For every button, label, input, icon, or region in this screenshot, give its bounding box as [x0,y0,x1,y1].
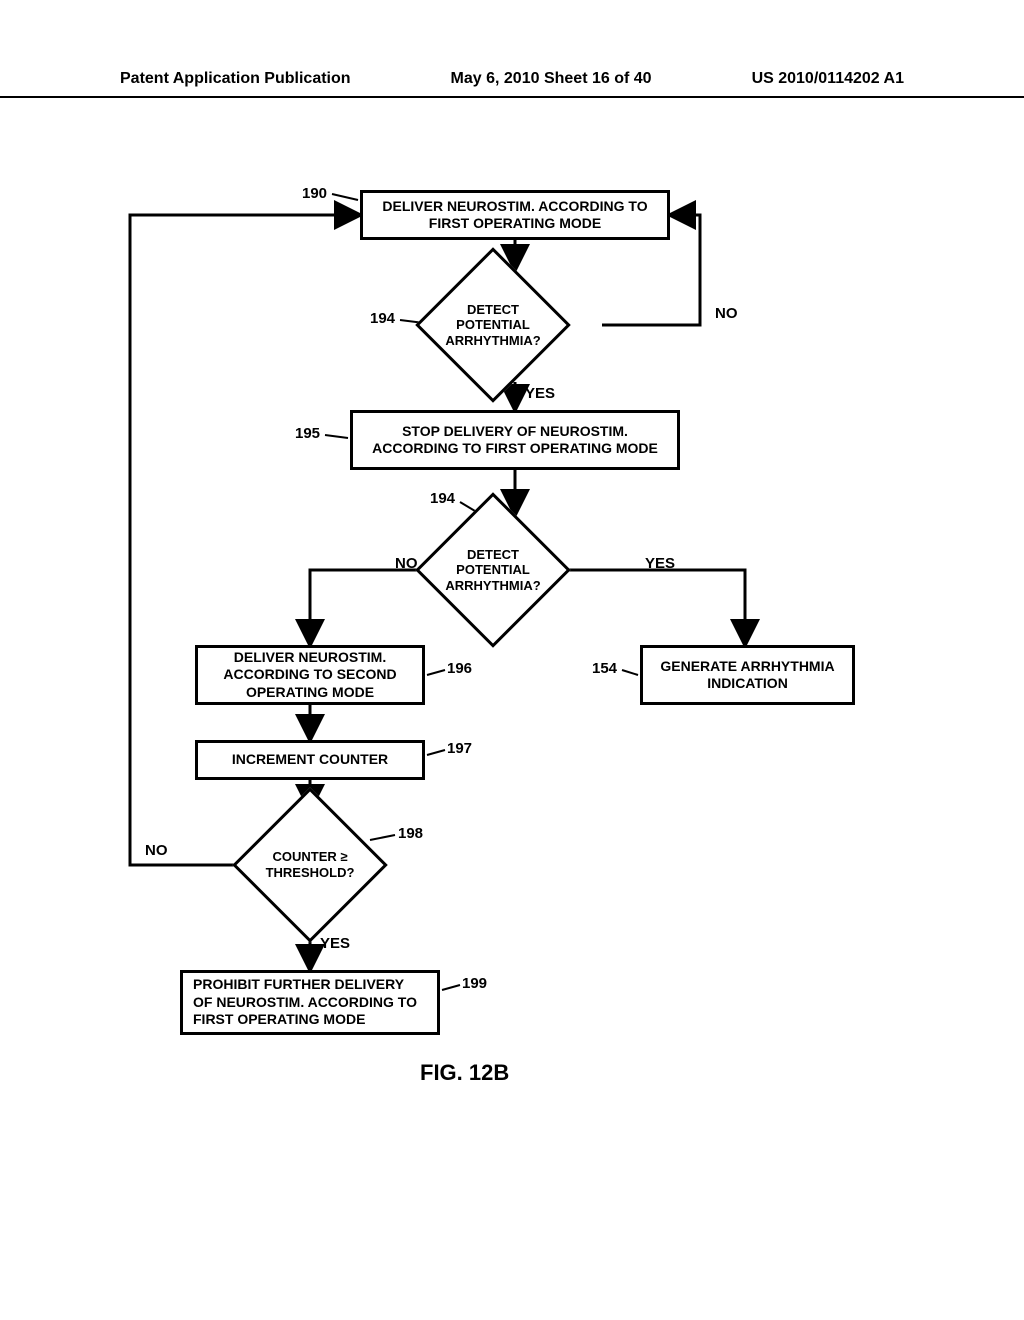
diamond-194b-text: DETECT POTENTIAL ARRHYTHMIA? [438,515,548,625]
box-195: STOP DELIVERY OF NEUROSTIM. ACCORDING TO… [350,410,680,470]
diamond-194a-text: DETECT POTENTIAL ARRHYTHMIA? [438,270,548,380]
box-154: GENERATE ARRHYTHMIA INDICATION [640,645,855,705]
box-199: PROHIBIT FURTHER DELIVERY OF NEUROSTIM. … [180,970,440,1035]
flowchart: DELIVER NEUROSTIM. ACCORDING TO FIRST OP… [0,180,1024,1180]
label-194a-yes: YES [525,385,555,402]
ref-195: 195 [295,425,320,442]
ref-194b: 194 [430,490,455,507]
box-190-text: DELIVER NEUROSTIM. ACCORDING TO FIRST OP… [373,198,657,233]
ref-197: 197 [447,740,472,757]
ref-199: 199 [462,975,487,992]
ref-154: 154 [592,660,617,677]
diamond-198: COUNTER ≥ THRESHOLD? [255,810,365,920]
label-198-yes: YES [320,935,350,952]
ref-190: 190 [302,185,327,202]
label-194b-yes: YES [645,555,675,572]
box-199-text: PROHIBIT FURTHER DELIVERY OF NEUROSTIM. … [193,976,427,1029]
label-198-no: NO [145,842,168,859]
label-194a-no: NO [715,305,738,322]
diamond-194a: DETECT POTENTIAL ARRHYTHMIA? [438,270,548,380]
header-left: Patent Application Publication [120,70,351,88]
box-154-text: GENERATE ARRHYTHMIA INDICATION [653,658,842,693]
box-196: DELIVER NEUROSTIM. ACCORDING TO SECOND O… [195,645,425,705]
header-right: US 2010/0114202 A1 [752,70,904,88]
box-190: DELIVER NEUROSTIM. ACCORDING TO FIRST OP… [360,190,670,240]
box-197: INCREMENT COUNTER [195,740,425,780]
ref-198: 198 [398,825,423,842]
ref-196: 196 [447,660,472,677]
diamond-198-text: COUNTER ≥ THRESHOLD? [255,810,365,920]
diamond-194b: DETECT POTENTIAL ARRHYTHMIA? [438,515,548,625]
box-197-text: INCREMENT COUNTER [232,751,388,769]
ref-194a: 194 [370,310,395,327]
page-header: Patent Application Publication May 6, 20… [0,70,1024,98]
box-196-text: DELIVER NEUROSTIM. ACCORDING TO SECOND O… [208,649,412,702]
header-mid: May 6, 2010 Sheet 16 of 40 [451,70,652,88]
box-195-text: STOP DELIVERY OF NEUROSTIM. ACCORDING TO… [363,423,667,458]
label-194b-no: NO [395,555,418,572]
figure-label: FIG. 12B [420,1060,509,1086]
